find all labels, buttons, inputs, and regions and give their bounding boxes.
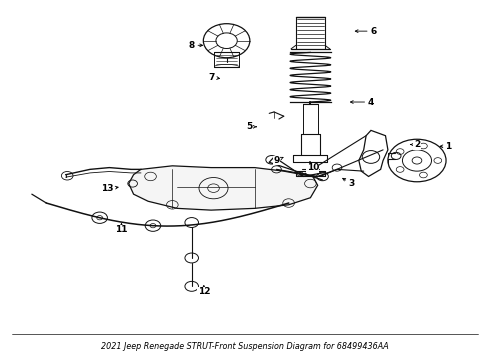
Text: 8: 8: [189, 41, 202, 50]
Text: 1: 1: [440, 142, 452, 151]
Text: 7: 7: [208, 73, 220, 82]
Text: 5: 5: [247, 122, 256, 131]
Text: 12: 12: [197, 285, 210, 296]
Text: 2021 Jeep Renegade STRUT-Front Suspension Diagram for 68499436AA: 2021 Jeep Renegade STRUT-Front Suspensio…: [101, 342, 389, 351]
Polygon shape: [129, 166, 318, 210]
Text: 3: 3: [343, 178, 355, 188]
Text: 2: 2: [411, 140, 420, 149]
Text: 4: 4: [350, 98, 374, 107]
Text: 11: 11: [115, 224, 128, 234]
Text: 9: 9: [273, 156, 283, 165]
Text: 13: 13: [100, 184, 118, 193]
Text: 10: 10: [307, 163, 319, 172]
Text: 6: 6: [355, 27, 376, 36]
